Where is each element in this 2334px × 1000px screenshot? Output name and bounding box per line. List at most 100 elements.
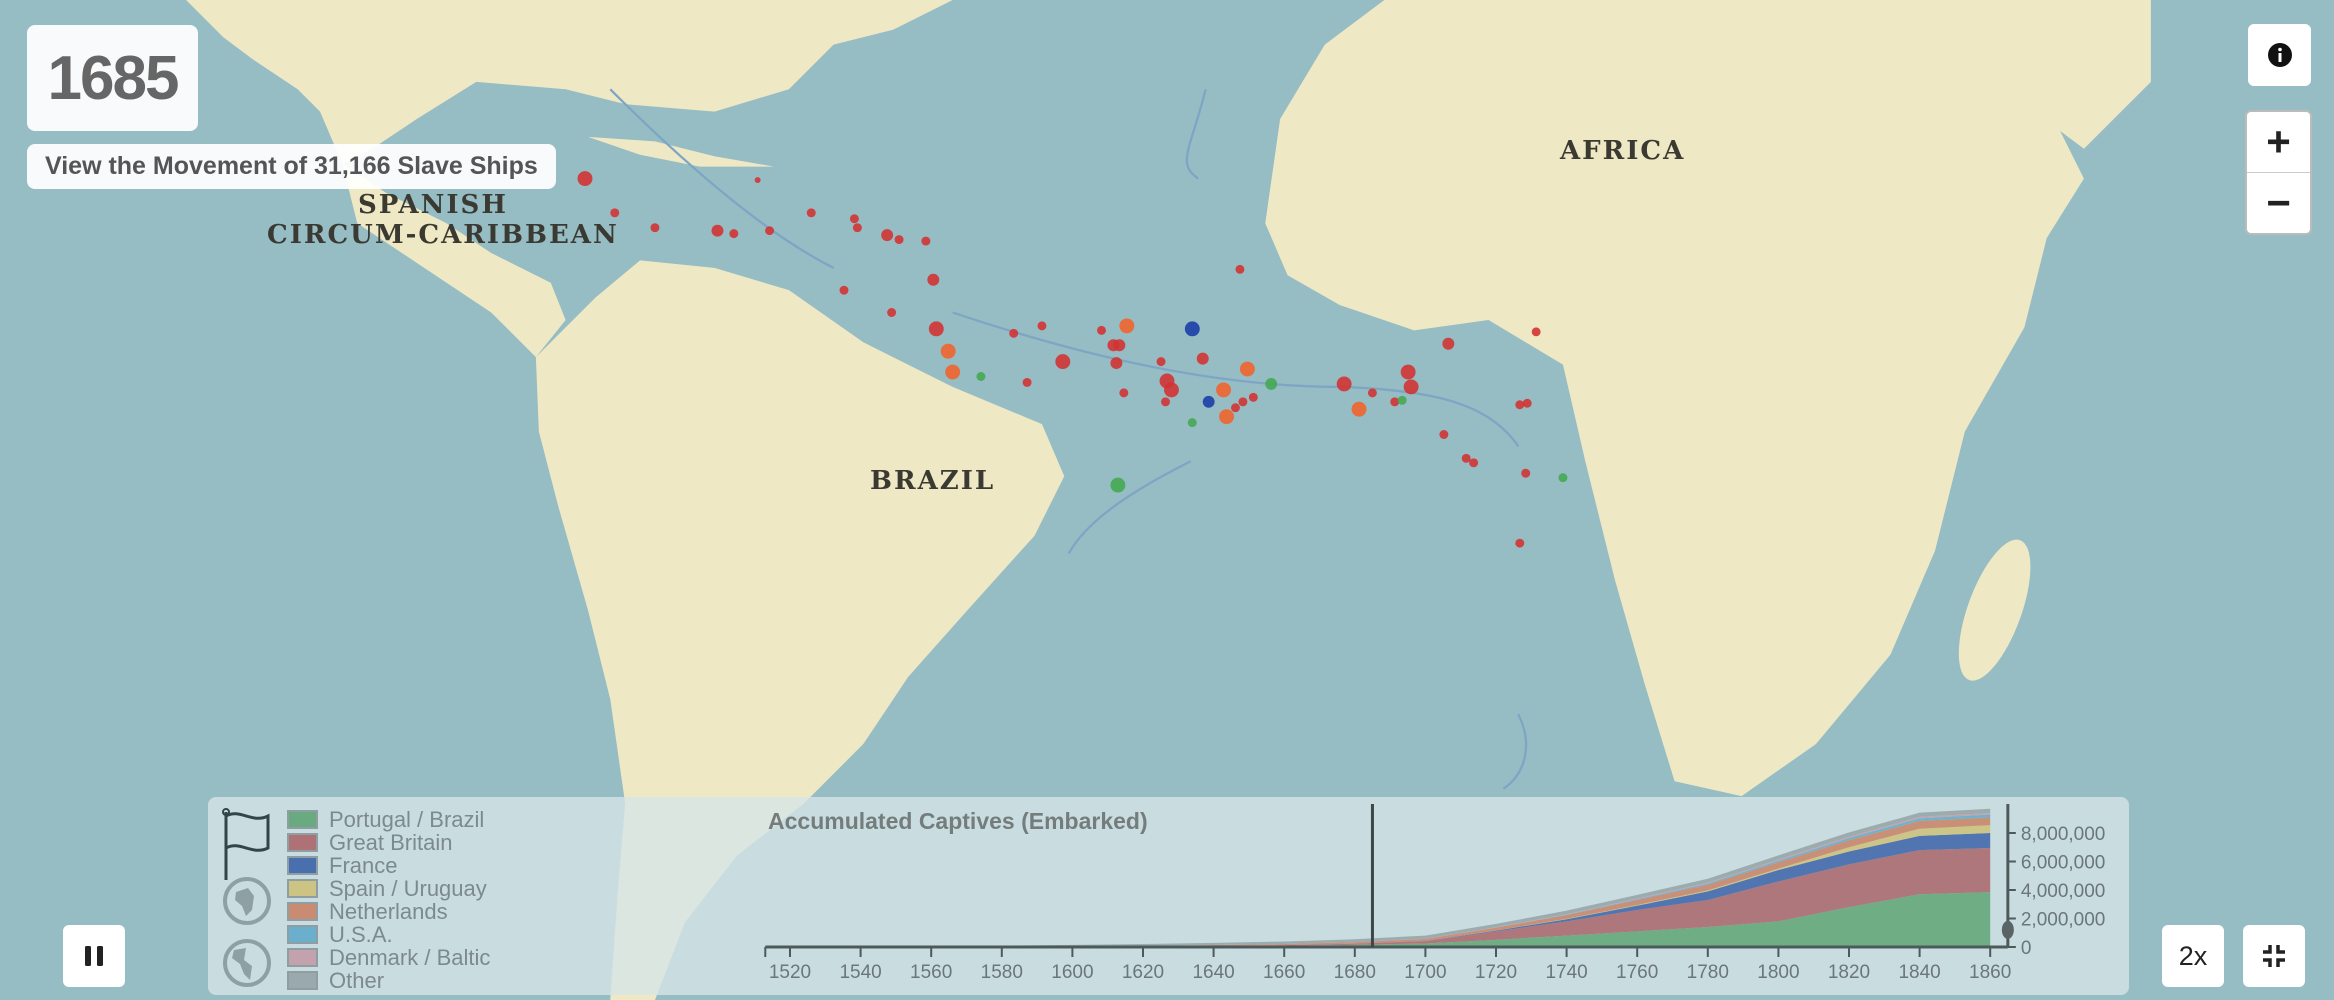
ship-marker[interactable] xyxy=(1336,376,1352,392)
cuba-land xyxy=(587,136,775,167)
ship-marker[interactable] xyxy=(852,223,862,233)
ship-marker[interactable] xyxy=(1113,339,1126,352)
legend-chart-panel xyxy=(208,797,2129,995)
ship-marker[interactable] xyxy=(881,229,894,242)
ship-marker[interactable] xyxy=(1367,388,1377,398)
ship-marker[interactable] xyxy=(1515,538,1525,548)
central-america-land xyxy=(342,163,566,358)
ship-marker[interactable] xyxy=(1119,388,1129,398)
ship-marker[interactable] xyxy=(1202,395,1215,408)
ship-marker[interactable] xyxy=(1009,328,1019,338)
ship-marker[interactable] xyxy=(711,224,724,237)
legend-swatch xyxy=(287,810,318,829)
zoom-control: + − xyxy=(2245,110,2312,235)
exit-fullscreen-button[interactable] xyxy=(2243,925,2305,987)
ship-marker[interactable] xyxy=(765,226,775,236)
ship-marker[interactable] xyxy=(1161,397,1170,407)
zoom-out-button[interactable]: − xyxy=(2266,179,2291,226)
ship-marker[interactable] xyxy=(1238,397,1248,407)
legend-item[interactable]: Great Britain xyxy=(287,830,453,855)
ship-marker[interactable] xyxy=(610,208,620,218)
ship-marker[interactable] xyxy=(1248,392,1258,402)
ship-marker[interactable] xyxy=(1442,337,1455,350)
madagascar-land xyxy=(1958,539,2031,681)
ship-marker[interactable] xyxy=(1164,382,1179,398)
legend-item[interactable]: Portugal / Brazil xyxy=(287,807,484,832)
ship-marker[interactable] xyxy=(887,308,897,317)
ship-marker[interactable] xyxy=(1521,468,1531,478)
ship-marker[interactable] xyxy=(1469,458,1479,468)
ship-marker[interactable] xyxy=(650,223,660,233)
zoom-in-button[interactable]: + xyxy=(2247,112,2310,173)
ship-marker[interactable] xyxy=(1390,397,1400,407)
ship-marker[interactable] xyxy=(1119,318,1135,334)
ship-marker[interactable] xyxy=(1097,325,1106,335)
ship-marker[interactable] xyxy=(1022,377,1032,387)
legend-label: Spain / Uruguay xyxy=(329,875,487,901)
ship-marker[interactable] xyxy=(577,171,593,187)
view-movement-button[interactable]: View the Movement of 31,166 Slave Ships xyxy=(27,144,556,189)
ship-marker[interactable] xyxy=(1522,398,1532,408)
ship-marker[interactable] xyxy=(1351,401,1367,417)
legend-item[interactable]: France xyxy=(287,852,398,878)
info-button[interactable] xyxy=(2248,24,2311,86)
legend-swatch xyxy=(287,948,318,967)
ship-marker[interactable] xyxy=(1216,382,1232,398)
ship-marker[interactable] xyxy=(1239,361,1255,377)
ship-marker[interactable] xyxy=(1110,357,1123,370)
ship-marker[interactable] xyxy=(754,177,761,184)
legend-swatch xyxy=(287,925,318,944)
legend-label: Other xyxy=(329,967,385,993)
legend-label: France xyxy=(329,852,398,878)
legend-swatch xyxy=(287,971,318,990)
legend-label: Denmark / Baltic xyxy=(329,944,491,970)
legend-swatch xyxy=(287,902,318,921)
pause-icon xyxy=(85,946,103,966)
ship-marker[interactable] xyxy=(1110,477,1126,493)
ship-marker[interactable] xyxy=(921,236,931,246)
ship-marker[interactable] xyxy=(976,372,986,381)
ship-marker[interactable] xyxy=(729,229,739,239)
ship-marker[interactable] xyxy=(1037,321,1047,331)
ship-marker[interactable] xyxy=(806,208,816,218)
ship-marker[interactable] xyxy=(1531,327,1541,337)
globe-africa-icon[interactable] xyxy=(222,875,272,927)
ship-marker[interactable] xyxy=(1403,379,1419,395)
ship-marker[interactable] xyxy=(1184,321,1200,337)
ship-marker[interactable] xyxy=(928,321,944,337)
ship-marker[interactable] xyxy=(1219,409,1234,425)
ship-marker[interactable] xyxy=(1461,453,1471,463)
ship-marker[interactable] xyxy=(1055,354,1071,370)
legend-item[interactable]: U.S.A. xyxy=(287,921,393,947)
legend-label: Netherlands xyxy=(329,898,448,924)
ship-marker[interactable] xyxy=(940,343,956,359)
ship-marker[interactable] xyxy=(849,214,859,224)
legend-label: U.S.A. xyxy=(329,921,393,947)
ship-marker[interactable] xyxy=(1397,395,1407,405)
speed-button[interactable]: 2x xyxy=(2162,925,2224,987)
ship-marker[interactable] xyxy=(1187,418,1197,428)
ship-marker[interactable] xyxy=(1196,352,1209,365)
current-year-display: 1685 xyxy=(27,25,198,131)
globe-americas-icon[interactable] xyxy=(222,935,272,991)
ship-marker[interactable] xyxy=(1265,377,1278,390)
ship-marker[interactable] xyxy=(839,285,849,295)
ship-marker[interactable] xyxy=(1515,400,1525,410)
ship-marker[interactable] xyxy=(1439,430,1449,439)
ship-marker[interactable] xyxy=(1235,264,1245,274)
ship-marker[interactable] xyxy=(894,235,904,245)
pause-button[interactable] xyxy=(63,925,125,987)
ship-marker[interactable] xyxy=(1400,364,1416,380)
ship-marker[interactable] xyxy=(1558,473,1568,483)
ship-marker[interactable] xyxy=(1156,357,1166,367)
map-label-spanish: SPANISH xyxy=(358,190,508,220)
map-label-brazil: BRAZIL xyxy=(870,466,996,496)
ship-marker[interactable] xyxy=(1231,403,1240,413)
ship-marker[interactable] xyxy=(945,364,961,380)
legend-item[interactable]: Spain / Uruguay xyxy=(287,875,487,901)
legend-item[interactable]: Netherlands xyxy=(287,898,448,924)
ship-marker[interactable] xyxy=(927,273,940,286)
legend-item[interactable]: Other xyxy=(287,967,385,993)
legend-item[interactable]: Denmark / Baltic xyxy=(287,944,491,970)
africa-land xyxy=(1265,0,2084,797)
